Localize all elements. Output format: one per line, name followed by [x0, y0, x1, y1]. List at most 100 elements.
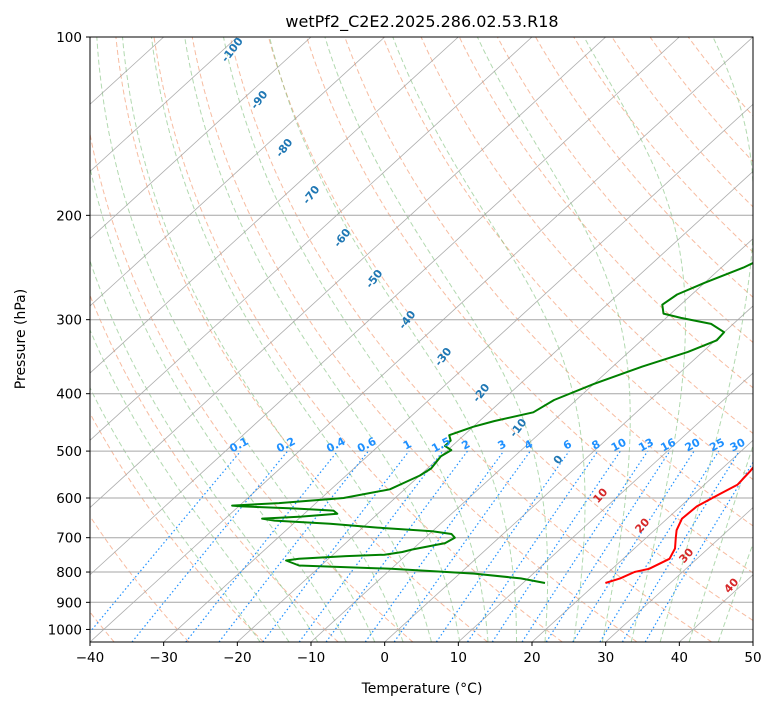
background-lines	[90, 37, 753, 642]
x-tick-label: 50	[744, 650, 761, 666]
mixing-ratio-label: 30	[728, 436, 748, 455]
dry-adiabat-label: 0	[551, 453, 566, 467]
moist-adiabat-line	[583, 37, 686, 642]
mixing-ratio-line	[572, 450, 695, 642]
moist-adiabat-line	[659, 37, 753, 642]
isotherm-line	[752, 641, 753, 642]
moist-adiabat-label: 30	[676, 545, 696, 565]
dry-adiabat-line	[191, 37, 638, 642]
moist-adiabat-label: 10	[590, 485, 610, 505]
dry-adiabat-line	[382, 37, 753, 481]
y-tick-label: 600	[56, 491, 82, 507]
dry-adiabat-line	[306, 37, 753, 574]
mixing-ratio-line	[90, 450, 242, 634]
mixing-ratio-label: 0.2	[274, 435, 297, 456]
mixing-ratio-label: 1	[401, 437, 414, 452]
dry-adiabat-line	[90, 515, 190, 642]
isotherm-line	[90, 37, 312, 240]
mixing-ratio-line	[325, 450, 468, 642]
x-tick-label: 20	[523, 650, 540, 666]
y-axis-label: Pressure (hPa)	[13, 289, 29, 389]
moist-adiabat-line	[392, 37, 586, 642]
y-tick-label: 700	[56, 531, 82, 547]
dry-adiabat-line	[611, 37, 753, 208]
dry-adiabat-line	[115, 37, 488, 642]
mixing-ratio-line	[131, 450, 289, 642]
moist-adiabat-line	[90, 165, 347, 642]
isotherm-line	[237, 170, 753, 642]
mixing-ratio-line	[491, 450, 621, 642]
x-tick-label: 10	[450, 650, 467, 666]
y-tick-label: 400	[56, 387, 82, 403]
y-tick-label: 500	[56, 444, 82, 460]
mixing-ratio-label: 25	[707, 436, 727, 455]
moist-adiabat-line	[184, 37, 461, 642]
x-tick-label: 40	[671, 650, 688, 666]
dry-adiabat-line	[458, 37, 753, 389]
x-tick-label: 30	[597, 650, 614, 666]
dry-adiabat-line	[90, 412, 264, 642]
isotherm-line	[163, 103, 753, 642]
mixing-ratio-line	[185, 450, 339, 642]
isotherm-line	[605, 507, 753, 642]
y-tick-label: 100	[56, 30, 82, 46]
mixing-ratio-line	[298, 450, 444, 642]
mixing-ratio-line	[545, 450, 671, 642]
dry-adiabat-label: -100	[219, 35, 246, 65]
y-tick-label: 800	[56, 565, 82, 581]
dry-adiabat-label: -60	[331, 226, 354, 250]
moist-adiabat-line	[90, 328, 290, 642]
mixing-ratio-label: 0.1	[227, 435, 250, 456]
mixing-ratio-label: 0.4	[324, 435, 348, 456]
moist-adiabat-line	[223, 37, 489, 642]
mixing-ratio-label: 2	[459, 437, 472, 452]
isotherm-line	[310, 238, 753, 642]
mixing-ratio-line	[467, 450, 599, 642]
moist-adiabat-line	[688, 444, 753, 642]
mixing-ratio-label: 4	[522, 437, 535, 452]
moist-adiabat-line	[96, 37, 376, 642]
dry-adiabat-line	[90, 293, 339, 642]
dry-adiabat-line	[90, 131, 414, 642]
isotherm-line	[90, 37, 753, 642]
isotherm-line	[90, 37, 533, 441]
moist-adiabat-line	[717, 542, 753, 642]
moist-adiabat-label: 20	[632, 515, 652, 535]
dry-adiabat-line	[649, 37, 753, 163]
mixing-ratio-label: 16	[658, 436, 678, 455]
mixing-ratio-label: 3	[496, 437, 509, 452]
dry-adiabat-label: -70	[300, 183, 323, 207]
plot-frame	[89, 36, 754, 643]
x-tick-label: −20	[223, 650, 252, 666]
dry-adiabat-line	[268, 37, 753, 622]
dry-adiabat-label: -10	[507, 416, 530, 440]
chart-title: wetPf2_C2E2.2025.286.02.53.R18	[285, 12, 558, 32]
dry-adiabat-label: -20	[470, 381, 493, 405]
axes: −40 −30 −20 −10 0 10 20 30 40 5010020030040050060…	[48, 30, 762, 666]
mixing-ratio-line	[218, 450, 369, 642]
moist-adiabat-line	[90, 386, 261, 642]
moist-adiabat-line	[122, 37, 404, 642]
mixing-ratio-label: 0.6	[355, 435, 379, 456]
y-tick-label: 200	[56, 208, 82, 224]
isotherm-line	[531, 439, 753, 642]
dry-adiabat-label: -80	[273, 136, 296, 160]
mixing-ratio-line	[435, 450, 570, 642]
moist-adiabat-line	[269, 37, 517, 642]
dry-adiabat-line	[496, 37, 753, 344]
mixing-ratio-line	[262, 450, 410, 642]
dewpoint-profile-line	[231, 261, 753, 584]
x-tick-label: −30	[149, 650, 178, 666]
isotherm-line	[458, 372, 753, 642]
x-tick-label: 0	[380, 650, 389, 666]
mixing-ratio-label: 20	[683, 436, 703, 455]
y-tick-label: 300	[56, 313, 82, 329]
moist-adiabat-line	[476, 37, 631, 642]
isotherm-line	[90, 37, 606, 509]
dry-adiabat-line	[535, 37, 753, 298]
y-tick-label: 900	[56, 595, 82, 611]
mixing-ratio-line	[393, 450, 531, 642]
mixing-ratio-line	[621, 450, 740, 642]
x-tick-label: −10	[297, 650, 326, 666]
